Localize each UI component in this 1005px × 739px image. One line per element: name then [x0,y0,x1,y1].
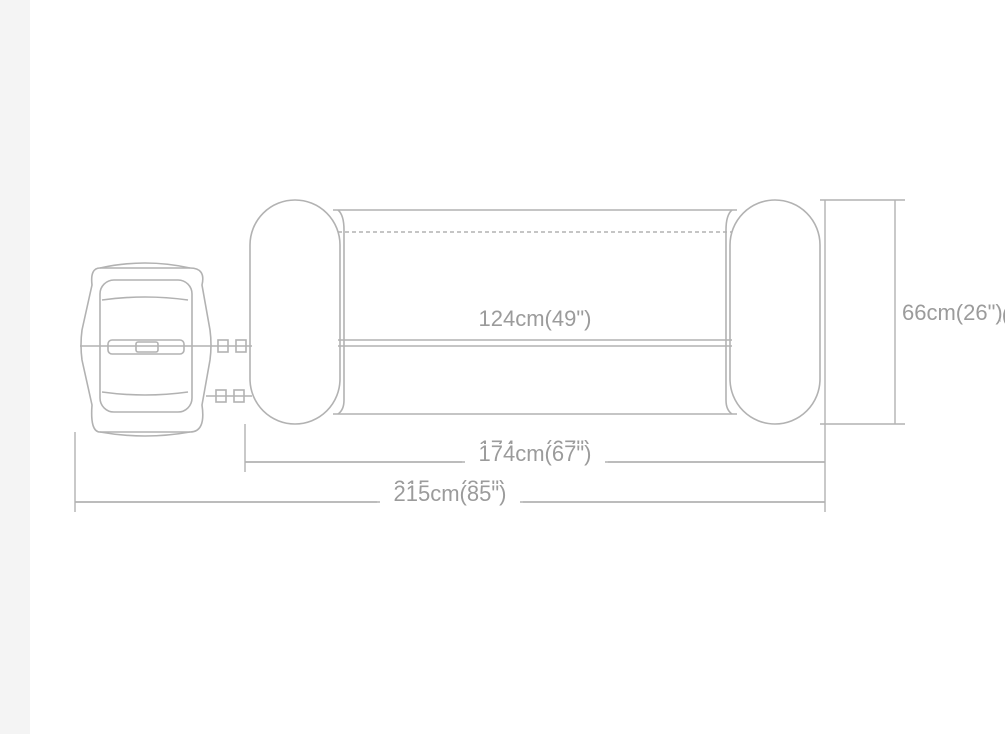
label-total-width-top: 215cm(85") [394,481,507,506]
pump-unit [80,263,212,436]
dimension-labels: 124cm(49") 174cm(67") 215cm(85") 66cm(26… [394,302,1005,501]
hose-connectors [206,340,252,402]
label-inner-width: 124cm(49") [479,306,592,331]
left-margin [0,0,30,734]
label-height-final: 66cm(26") [902,300,1003,325]
product-dimension-diagram: 124cm(49") 174cm(67") 215cm(85") 66cm(26… [0,0,1005,734]
label-outer-width-top: 174cm(67") [479,441,592,466]
